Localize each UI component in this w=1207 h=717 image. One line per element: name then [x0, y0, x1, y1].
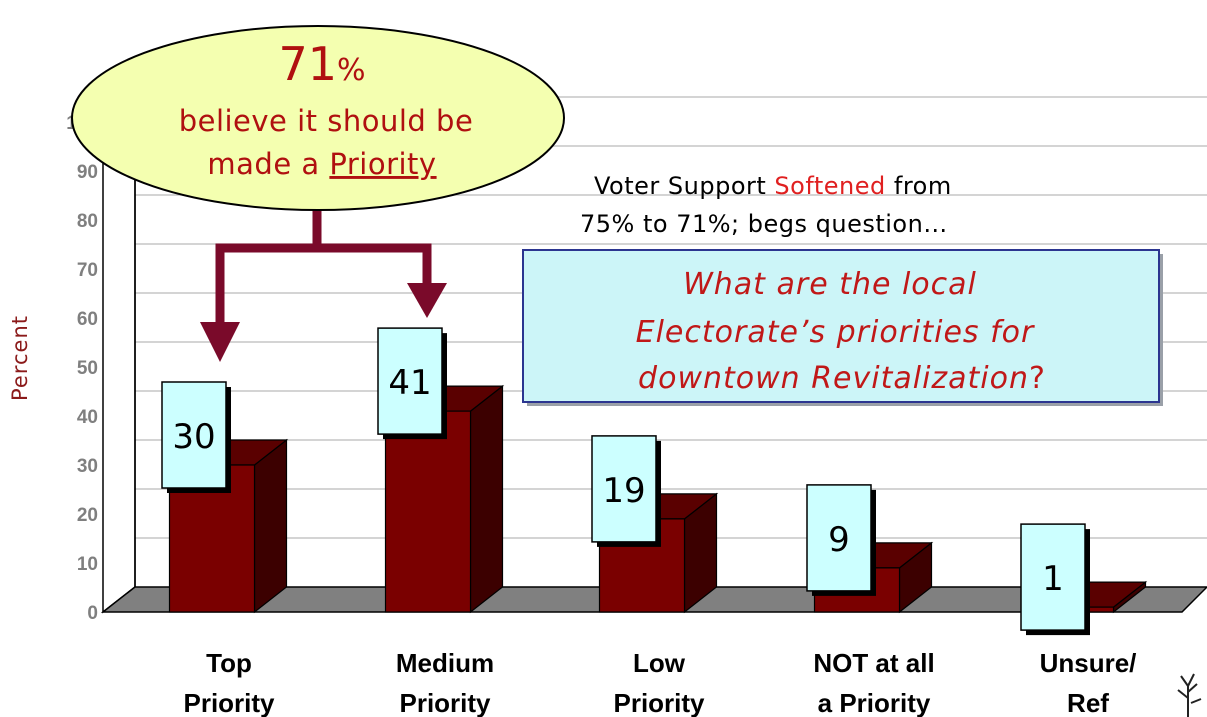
- bar-side: [253, 438, 288, 614]
- y-tick-label: 60: [77, 309, 98, 330]
- category-labels: Top Priority Medium Priority Low Priority NOT …: [183, 648, 1136, 717]
- y-tick-label: 50: [77, 358, 98, 379]
- note-line2: 75% to 71%; begs question…: [580, 210, 948, 238]
- category-label: NOT at all: [813, 648, 934, 678]
- bar: 30: [161, 381, 289, 614]
- bar-front: [384, 410, 472, 613]
- data-label-box: [161, 381, 227, 489]
- data-label: 30: [172, 417, 215, 457]
- data-label: 19: [602, 471, 645, 511]
- category-label: Priority: [613, 688, 705, 717]
- question-box: [522, 249, 1160, 403]
- question-line3: downtown Revitalization?: [638, 361, 1046, 396]
- category-label: Medium: [396, 648, 494, 678]
- question-line3-b: ?: [1029, 361, 1046, 396]
- bar: 41: [377, 327, 505, 614]
- question-line1: What are the local: [683, 267, 977, 302]
- y-tick-label: 0: [87, 603, 98, 624]
- data-label: 9: [828, 520, 850, 560]
- bars: 30 41 19 9 1: [161, 327, 1148, 636]
- y-tick-label: 40: [77, 407, 98, 428]
- y-tick-label: 90: [77, 162, 98, 183]
- data-label-box: [377, 327, 443, 435]
- callout-arrowhead-right: [407, 283, 447, 318]
- data-label-box: [1020, 523, 1086, 631]
- callout-line2-underlined: Priority: [329, 147, 436, 181]
- callout-headline: 71%: [278, 37, 365, 91]
- data-label-box: [591, 435, 657, 543]
- callout-ellipse: [71, 25, 565, 211]
- question-line3-a: downtown Revitalization: [638, 361, 1029, 396]
- bar: 1: [1020, 523, 1148, 636]
- data-label-box: [806, 484, 872, 592]
- data-label: 1: [1042, 559, 1064, 599]
- data-label: 41: [388, 363, 431, 403]
- note-line1: Voter Support Softened from: [594, 172, 952, 200]
- callout-big-number: 71: [278, 37, 337, 91]
- callout-percent-sign: %: [337, 53, 366, 88]
- note-line1-red: Softened: [774, 172, 885, 200]
- callout-arrowhead-left: [200, 322, 240, 362]
- bar: 19: [591, 435, 719, 614]
- question-line2: Electorate’s priorities for: [636, 315, 1035, 350]
- y-tick-label: 30: [77, 456, 98, 477]
- category-label: Unsure/: [1040, 648, 1137, 678]
- category-label: Top: [206, 648, 252, 678]
- y-axis-label: Percent: [8, 315, 32, 401]
- bar-side: [469, 384, 504, 614]
- plant-sketch-icon: [1177, 673, 1202, 717]
- category-label: a Priority: [818, 688, 931, 717]
- category-label: Low: [633, 648, 686, 678]
- category-label: Ref: [1067, 688, 1109, 717]
- category-label: Priority: [183, 688, 275, 717]
- callout-line2-prefix: made a: [207, 147, 329, 181]
- bar: 9: [806, 484, 934, 614]
- note-line1-a: Voter Support: [594, 172, 774, 200]
- y-tick-label: 70: [77, 260, 98, 281]
- y-tick-label: 80: [77, 211, 98, 232]
- y-axis-ticks: 0102030405060708090100: [66, 113, 98, 624]
- callout-line1: believe it should be: [179, 104, 474, 138]
- category-label: Priority: [399, 688, 491, 717]
- y-tick-label: 10: [77, 554, 98, 575]
- y-tick-label: 20: [77, 505, 98, 526]
- note-line1-b: from: [886, 172, 952, 200]
- callout-line2: made a Priority: [207, 147, 436, 181]
- callout-arrows: [215, 200, 432, 328]
